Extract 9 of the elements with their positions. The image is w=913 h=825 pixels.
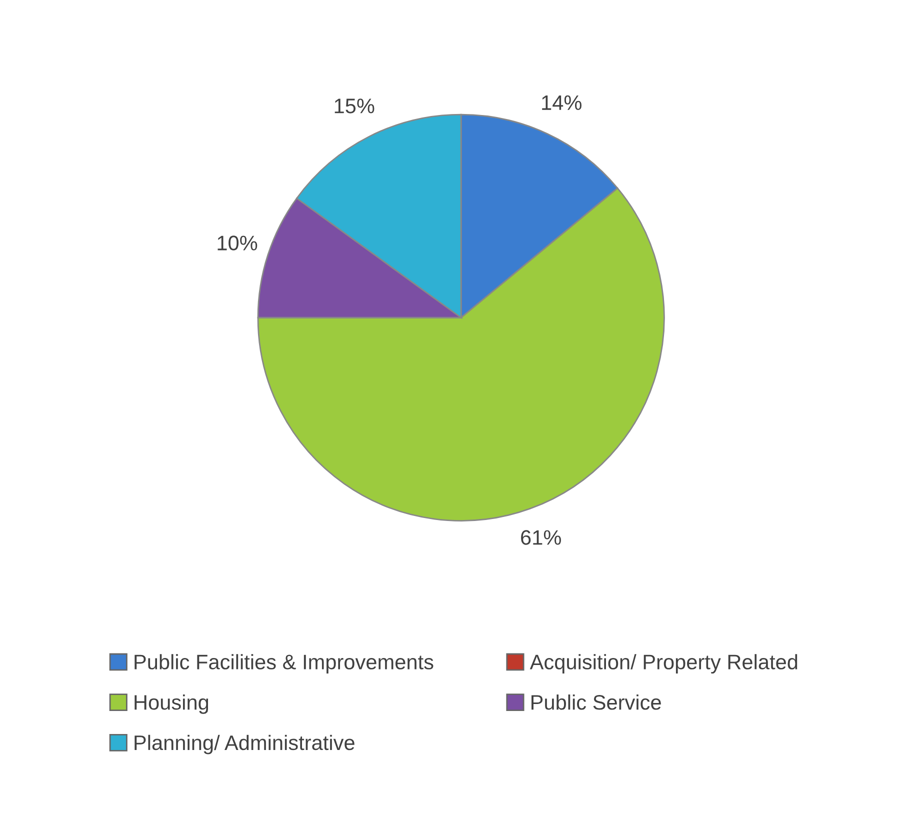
legend-label: Acquisition/ Property Related — [530, 654, 798, 674]
legend-label: Public Facilities & Improvements — [134, 654, 434, 674]
legend-label: Housing — [134, 694, 208, 714]
legend-label: Planning/ Administrative — [134, 734, 354, 754]
data-label: 15% — [334, 98, 374, 114]
data-label: 10% — [218, 236, 258, 250]
legend-label: Public Service — [532, 694, 661, 710]
data-label: 14% — [542, 95, 582, 110]
data-label: 61% — [521, 530, 561, 545]
